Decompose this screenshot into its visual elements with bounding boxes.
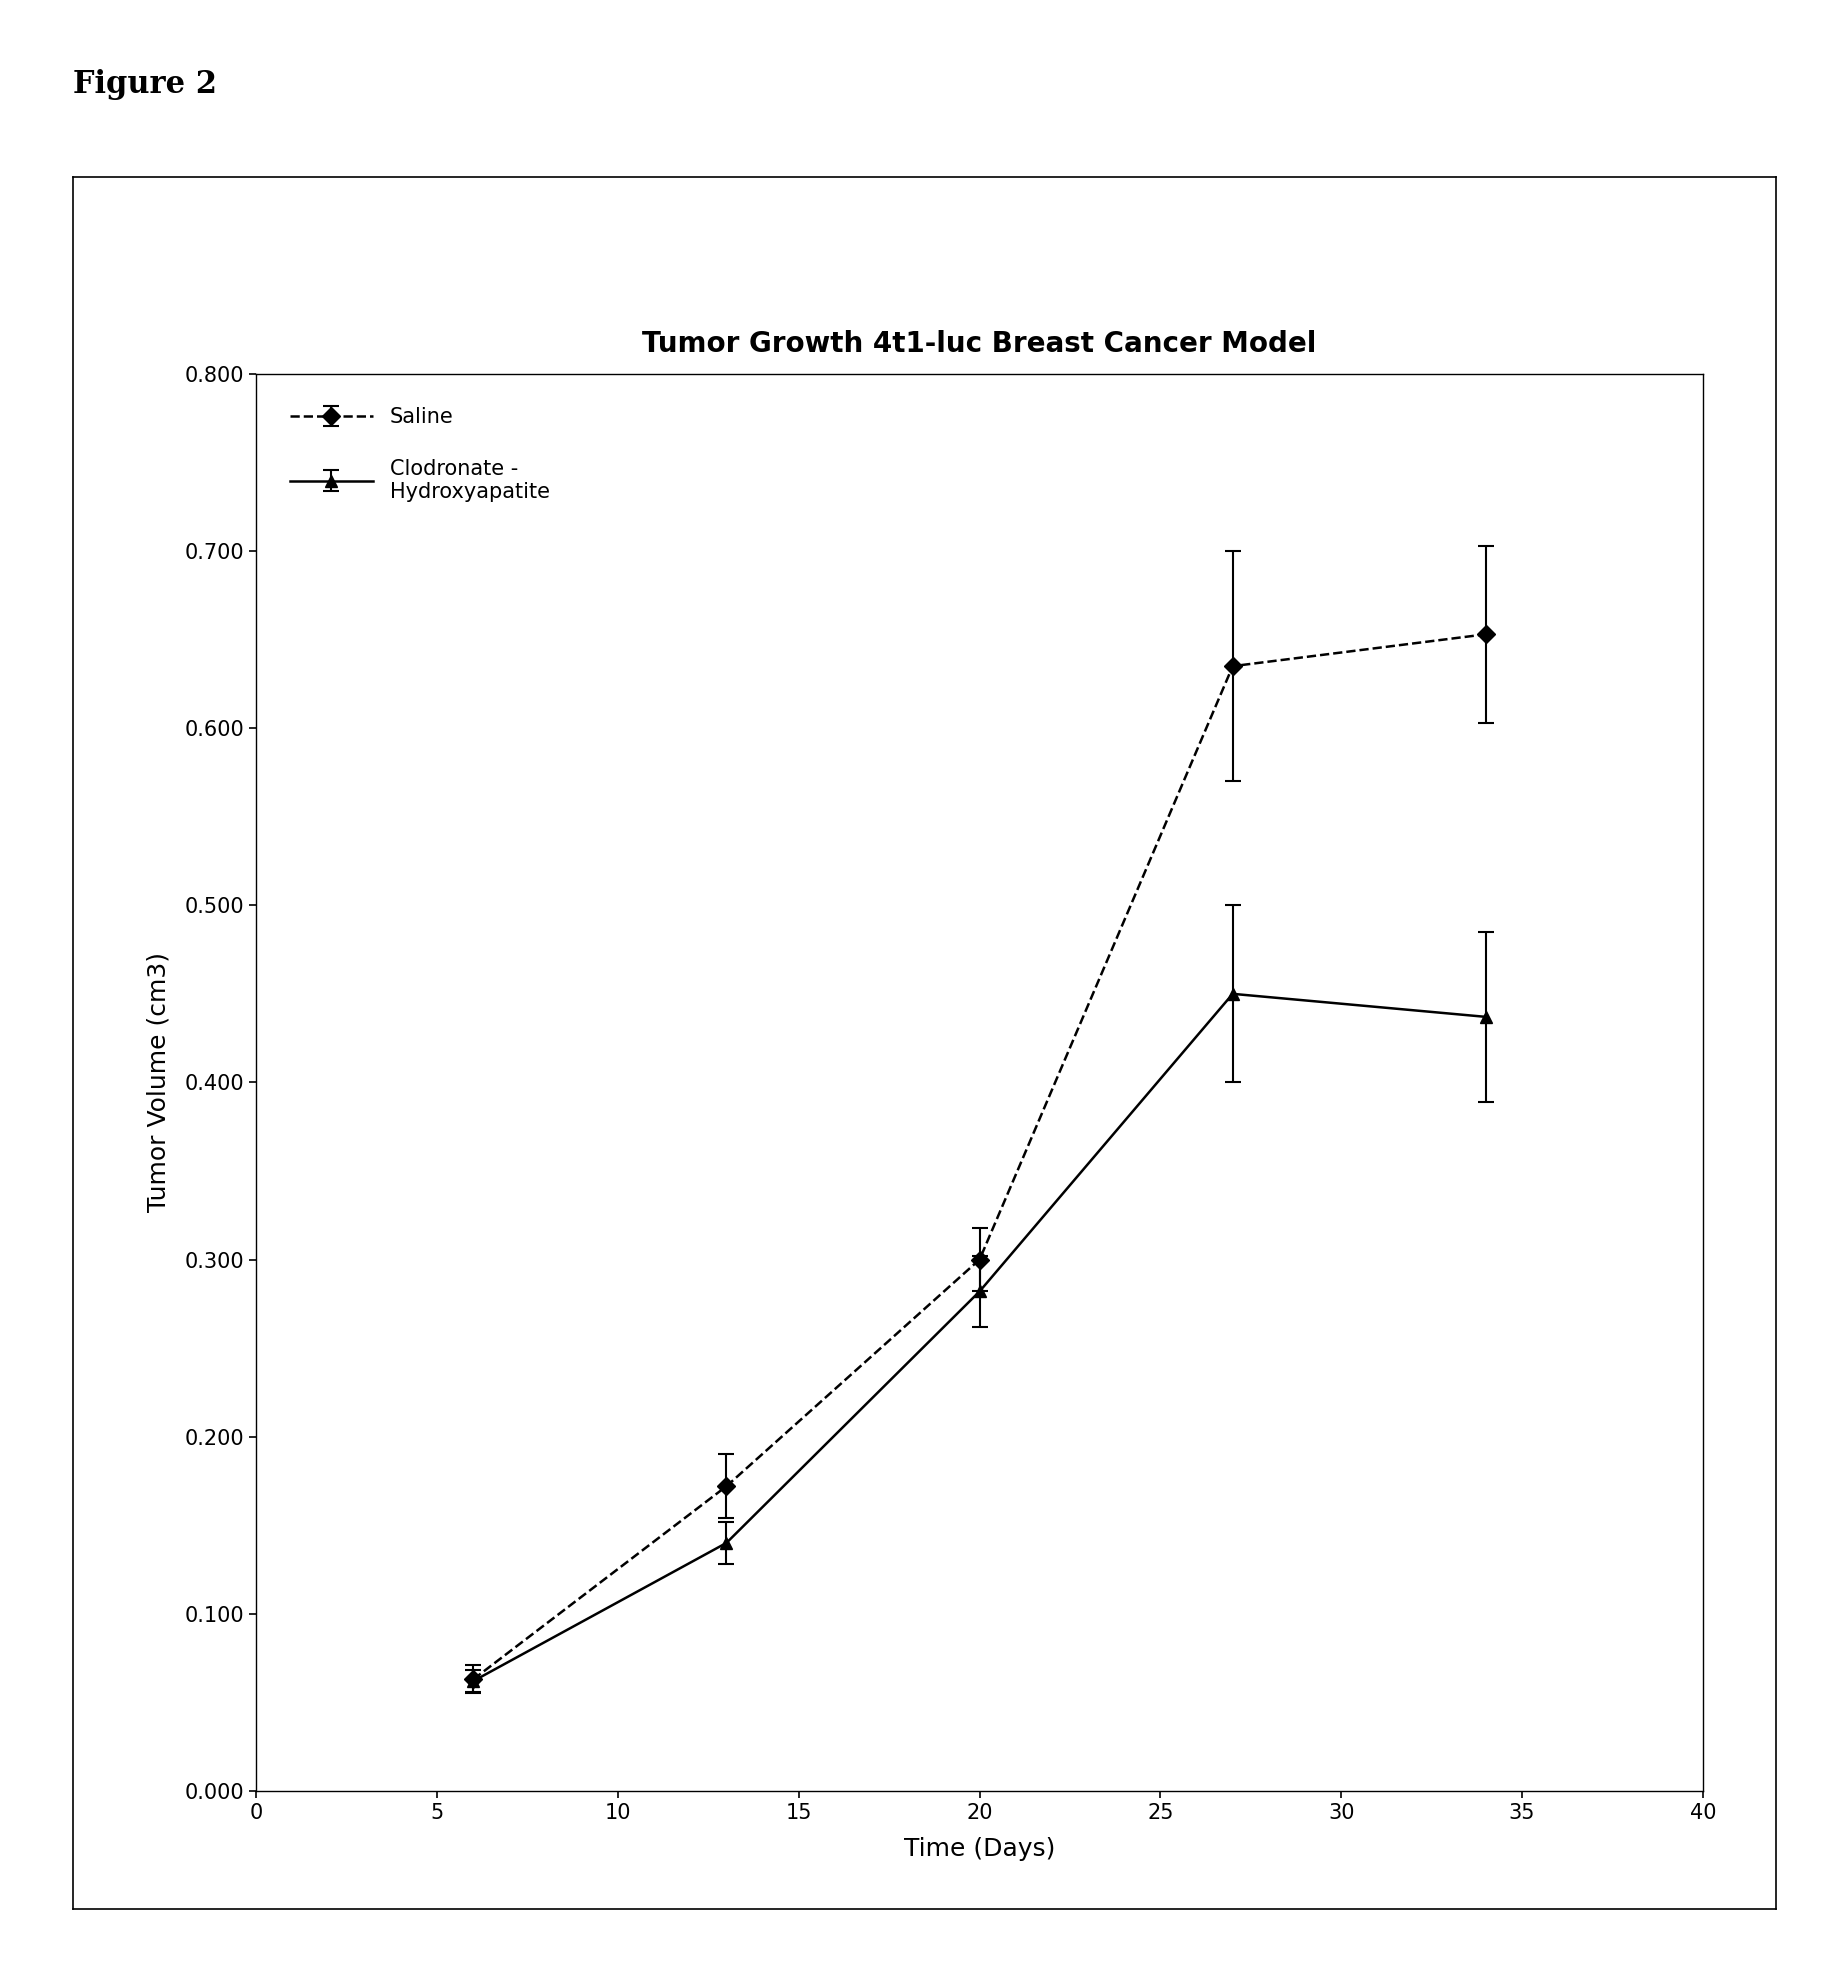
Title: Tumor Growth 4t1-luc Breast Cancer Model: Tumor Growth 4t1-luc Breast Cancer Model xyxy=(642,331,1316,358)
X-axis label: Time (Days): Time (Days) xyxy=(904,1836,1054,1860)
Text: Figure 2: Figure 2 xyxy=(73,69,218,100)
Legend: Saline, Clodronate -
Hydroxyapatite: Saline, Clodronate - Hydroxyapatite xyxy=(282,400,558,510)
Y-axis label: Tumor Volume (cm3): Tumor Volume (cm3) xyxy=(146,953,170,1212)
